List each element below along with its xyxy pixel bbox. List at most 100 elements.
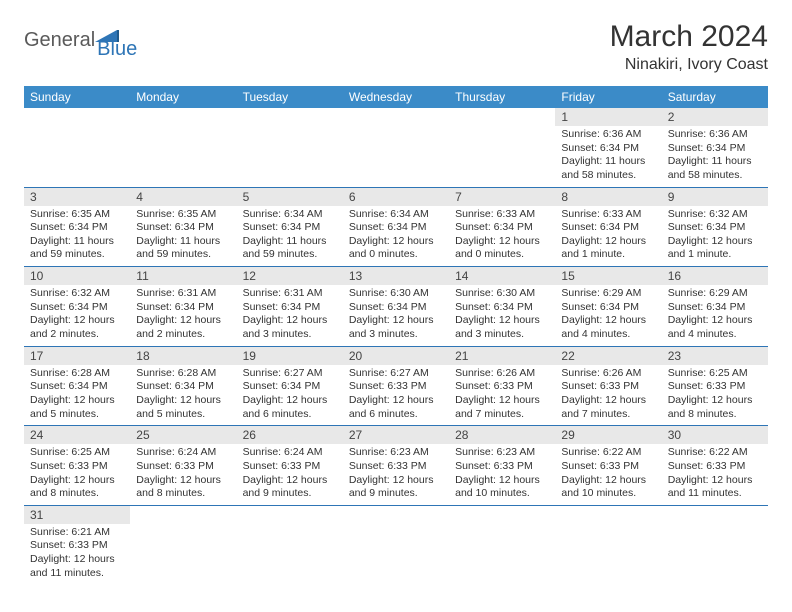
day-number: 28	[449, 426, 555, 444]
daylight-text: Daylight: 12 hours and 3 minutes.	[243, 314, 337, 341]
day-number: 2	[662, 108, 768, 126]
day-number: 19	[237, 347, 343, 365]
day-body: Sunrise: 6:30 AMSunset: 6:34 PMDaylight:…	[343, 285, 449, 346]
day-body: Sunrise: 6:32 AMSunset: 6:34 PMDaylight:…	[662, 206, 768, 267]
sunset-text: Sunset: 6:33 PM	[243, 460, 337, 474]
sunrise-text: Sunrise: 6:27 AM	[243, 367, 337, 381]
calendar-cell: 3Sunrise: 6:35 AMSunset: 6:34 PMDaylight…	[24, 187, 130, 267]
daylight-text: Daylight: 12 hours and 7 minutes.	[561, 394, 655, 421]
sunrise-text: Sunrise: 6:24 AM	[243, 446, 337, 460]
calendar-cell: 8Sunrise: 6:33 AMSunset: 6:34 PMDaylight…	[555, 187, 661, 267]
sunrise-text: Sunrise: 6:35 AM	[30, 208, 124, 222]
sunrise-text: Sunrise: 6:29 AM	[668, 287, 762, 301]
calendar-cell: 18Sunrise: 6:28 AMSunset: 6:34 PMDayligh…	[130, 346, 236, 426]
daylight-text: Daylight: 12 hours and 1 minute.	[668, 235, 762, 262]
sunrise-text: Sunrise: 6:28 AM	[30, 367, 124, 381]
sunrise-text: Sunrise: 6:29 AM	[561, 287, 655, 301]
daylight-text: Daylight: 11 hours and 58 minutes.	[668, 155, 762, 182]
sunset-text: Sunset: 6:34 PM	[349, 301, 443, 315]
day-body: Sunrise: 6:36 AMSunset: 6:34 PMDaylight:…	[662, 126, 768, 187]
day-number: 6	[343, 188, 449, 206]
sunrise-text: Sunrise: 6:34 AM	[349, 208, 443, 222]
sunrise-text: Sunrise: 6:32 AM	[30, 287, 124, 301]
sunset-text: Sunset: 6:34 PM	[668, 142, 762, 156]
sunrise-text: Sunrise: 6:35 AM	[136, 208, 230, 222]
daylight-text: Daylight: 12 hours and 6 minutes.	[243, 394, 337, 421]
daylight-text: Daylight: 12 hours and 0 minutes.	[455, 235, 549, 262]
day-number: 7	[449, 188, 555, 206]
calendar-cell: 15Sunrise: 6:29 AMSunset: 6:34 PMDayligh…	[555, 267, 661, 347]
sunrise-text: Sunrise: 6:31 AM	[243, 287, 337, 301]
day-number: 9	[662, 188, 768, 206]
calendar-cell: 7Sunrise: 6:33 AMSunset: 6:34 PMDaylight…	[449, 187, 555, 267]
day-number: 8	[555, 188, 661, 206]
day-body: Sunrise: 6:34 AMSunset: 6:34 PMDaylight:…	[237, 206, 343, 267]
daylight-text: Daylight: 11 hours and 58 minutes.	[561, 155, 655, 182]
day-number: 16	[662, 267, 768, 285]
calendar-row: 10Sunrise: 6:32 AMSunset: 6:34 PMDayligh…	[24, 267, 768, 347]
calendar-cell: 26Sunrise: 6:24 AMSunset: 6:33 PMDayligh…	[237, 426, 343, 506]
daylight-text: Daylight: 12 hours and 3 minutes.	[349, 314, 443, 341]
sunrise-text: Sunrise: 6:26 AM	[455, 367, 549, 381]
calendar-body: 1Sunrise: 6:36 AMSunset: 6:34 PMDaylight…	[24, 108, 768, 584]
calendar-cell: 31Sunrise: 6:21 AMSunset: 6:33 PMDayligh…	[24, 505, 130, 584]
day-number: 13	[343, 267, 449, 285]
day-body: Sunrise: 6:34 AMSunset: 6:34 PMDaylight:…	[343, 206, 449, 267]
sunrise-text: Sunrise: 6:36 AM	[561, 128, 655, 142]
sunrise-text: Sunrise: 6:23 AM	[349, 446, 443, 460]
day-body: Sunrise: 6:32 AMSunset: 6:34 PMDaylight:…	[24, 285, 130, 346]
day-number: 18	[130, 347, 236, 365]
day-body: Sunrise: 6:24 AMSunset: 6:33 PMDaylight:…	[130, 444, 236, 505]
day-number: 11	[130, 267, 236, 285]
weekday-header: Friday	[555, 86, 661, 108]
day-number: 20	[343, 347, 449, 365]
day-body: Sunrise: 6:26 AMSunset: 6:33 PMDaylight:…	[449, 365, 555, 426]
calendar-cell: 17Sunrise: 6:28 AMSunset: 6:34 PMDayligh…	[24, 346, 130, 426]
sunrise-text: Sunrise: 6:31 AM	[136, 287, 230, 301]
daylight-text: Daylight: 12 hours and 4 minutes.	[668, 314, 762, 341]
day-body: Sunrise: 6:36 AMSunset: 6:34 PMDaylight:…	[555, 126, 661, 187]
sunset-text: Sunset: 6:33 PM	[136, 460, 230, 474]
day-body: Sunrise: 6:22 AMSunset: 6:33 PMDaylight:…	[555, 444, 661, 505]
sunrise-text: Sunrise: 6:27 AM	[349, 367, 443, 381]
sunset-text: Sunset: 6:33 PM	[561, 460, 655, 474]
calendar-cell: 6Sunrise: 6:34 AMSunset: 6:34 PMDaylight…	[343, 187, 449, 267]
calendar-cell: 1Sunrise: 6:36 AMSunset: 6:34 PMDaylight…	[555, 108, 661, 187]
calendar-cell: 23Sunrise: 6:25 AMSunset: 6:33 PMDayligh…	[662, 346, 768, 426]
sunset-text: Sunset: 6:33 PM	[349, 460, 443, 474]
sunset-text: Sunset: 6:34 PM	[243, 221, 337, 235]
calendar-cell	[343, 108, 449, 187]
day-number: 25	[130, 426, 236, 444]
sunset-text: Sunset: 6:34 PM	[243, 380, 337, 394]
calendar-row: 17Sunrise: 6:28 AMSunset: 6:34 PMDayligh…	[24, 346, 768, 426]
calendar-cell: 28Sunrise: 6:23 AMSunset: 6:33 PMDayligh…	[449, 426, 555, 506]
day-number: 26	[237, 426, 343, 444]
weekday-header-row: Sunday Monday Tuesday Wednesday Thursday…	[24, 86, 768, 108]
calendar-cell: 5Sunrise: 6:34 AMSunset: 6:34 PMDaylight…	[237, 187, 343, 267]
day-body: Sunrise: 6:25 AMSunset: 6:33 PMDaylight:…	[662, 365, 768, 426]
daylight-text: Daylight: 12 hours and 5 minutes.	[136, 394, 230, 421]
calendar-cell: 2Sunrise: 6:36 AMSunset: 6:34 PMDaylight…	[662, 108, 768, 187]
day-body: Sunrise: 6:29 AMSunset: 6:34 PMDaylight:…	[662, 285, 768, 346]
day-number: 27	[343, 426, 449, 444]
calendar-cell: 19 Sunrise: 6:27 AMSunset: 6:34 PMDayligh…	[237, 346, 343, 426]
sunset-text: Sunset: 6:34 PM	[455, 221, 549, 235]
day-number: 3	[24, 188, 130, 206]
sunrise-text: Sunrise: 6:23 AM	[455, 446, 549, 460]
calendar-cell: 24Sunrise: 6:25 AMSunset: 6:33 PMDayligh…	[24, 426, 130, 506]
calendar-row: 3Sunrise: 6:35 AMSunset: 6:34 PMDaylight…	[24, 187, 768, 267]
day-body: Sunrise: 6:28 AMSunset: 6:34 PMDaylight:…	[130, 365, 236, 426]
calendar-cell	[237, 505, 343, 584]
sunset-text: Sunset: 6:34 PM	[136, 380, 230, 394]
calendar-cell	[130, 505, 236, 584]
daylight-text: Daylight: 12 hours and 2 minutes.	[136, 314, 230, 341]
day-body: Sunrise: 6:33 AMSunset: 6:34 PMDaylight:…	[449, 206, 555, 267]
sunset-text: Sunset: 6:34 PM	[136, 301, 230, 315]
sunrise-text: Sunrise: 6:25 AM	[30, 446, 124, 460]
sunrise-text: Sunrise: 6:28 AM	[136, 367, 230, 381]
calendar-cell: 11 Sunrise: 6:31 AMSunset: 6:34 PMDayligh…	[130, 267, 236, 347]
daylight-text: Daylight: 12 hours and 11 minutes.	[668, 474, 762, 501]
calendar-cell: 21Sunrise: 6:26 AMSunset: 6:33 PMDayligh…	[449, 346, 555, 426]
calendar-cell: 22Sunrise: 6:26 AMSunset: 6:33 PMDayligh…	[555, 346, 661, 426]
calendar-cell: 10Sunrise: 6:32 AMSunset: 6:34 PMDayligh…	[24, 267, 130, 347]
